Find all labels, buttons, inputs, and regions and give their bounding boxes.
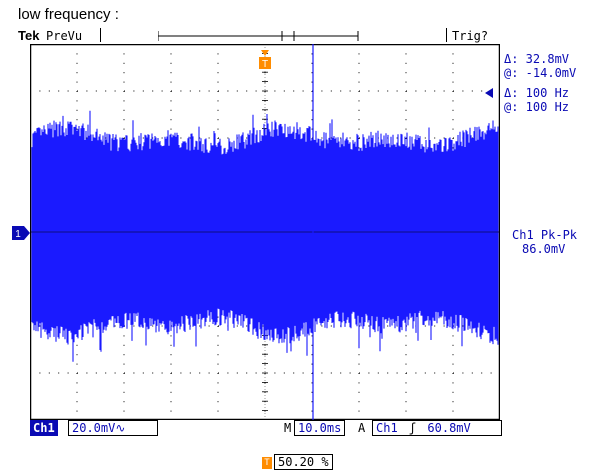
svg-text:T: T: [262, 59, 268, 70]
trigger-source: Ch1: [376, 421, 398, 435]
channel-label: Ch1: [30, 420, 58, 436]
trigger-mode-label: A: [358, 421, 366, 435]
trigger-marker-icon: T: [259, 50, 271, 70]
waveform-trace: [30, 110, 500, 362]
cursor-frequency-at: @: 100 Hz: [504, 100, 570, 114]
timebase-value: 10.0ms: [294, 420, 346, 436]
trigger-position-icon: T: [262, 456, 272, 469]
cursor-voltage-at: @: -14.0mV: [504, 66, 577, 80]
trigger-position-readout: T 50.20 %: [262, 454, 333, 470]
measurement-value: 86.0mV: [522, 242, 566, 256]
figure-caption: low frequency :: [18, 6, 119, 23]
svg-text:1: 1: [15, 229, 21, 240]
trigger-status: Trig?: [452, 29, 489, 43]
trigger-level: 60.8mV: [427, 421, 471, 435]
volts-per-div: 20.0mV∿: [68, 420, 158, 436]
main-timebase-label: M: [284, 421, 292, 435]
trigger-position-value: 50.20 %: [274, 454, 333, 470]
cursor-frequency-delta: Δ: 100 Hz: [504, 86, 570, 100]
cursor-voltage-delta: Δ: 32.8mV: [504, 52, 570, 66]
scope-status-bar: Tek PreVu Trig?: [18, 28, 498, 44]
trigger-slope-icon: ʃ: [408, 421, 417, 435]
status-separator: [100, 28, 101, 42]
channel1-marker-icon: 1: [12, 226, 30, 240]
trigger-settings: Ch1 ʃ 60.8mV: [372, 420, 502, 436]
brand-logo: Tek: [18, 28, 40, 43]
cursor-arrow-icon: [485, 88, 493, 98]
status-separator: [446, 28, 447, 42]
scope-screen: [30, 44, 500, 420]
measurement-label: Ch1 Pk-Pk: [512, 228, 578, 242]
acquisition-mode: PreVu: [46, 29, 83, 43]
scope-bottom-bar: Ch1 20.0mV∿ M 10.0ms A Ch1 ʃ 60.8mV: [30, 420, 502, 438]
record-position-indicator: [158, 31, 359, 41]
